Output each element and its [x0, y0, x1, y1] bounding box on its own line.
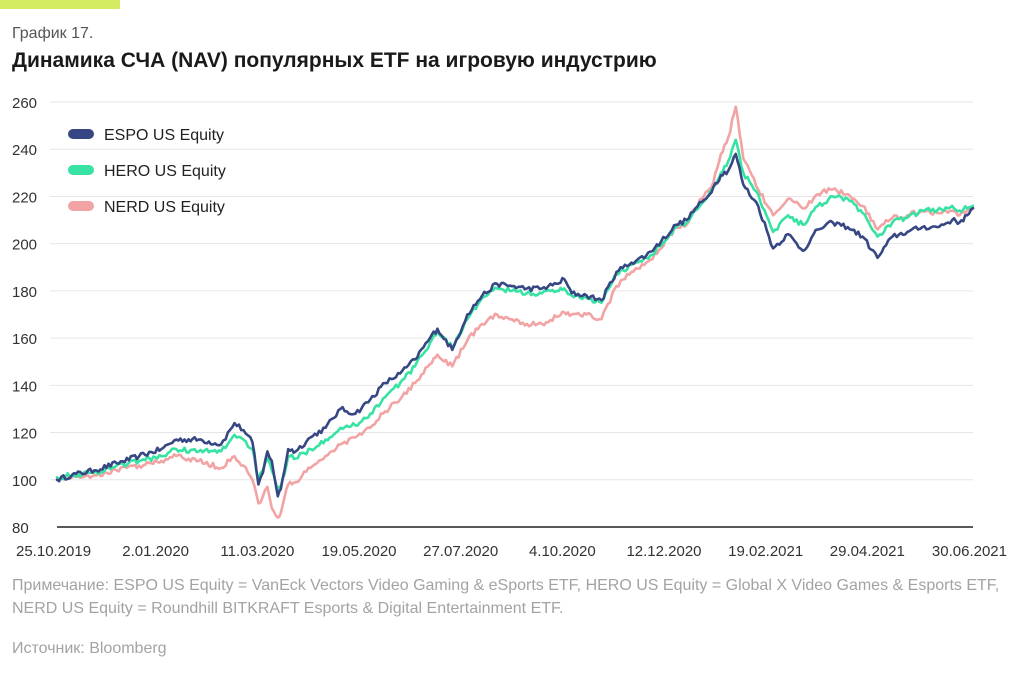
- y-tick-label: 260: [12, 95, 37, 112]
- x-tick-label: 12.12.2020: [626, 543, 701, 560]
- series-lines: [55, 105, 975, 519]
- y-tick-label: 180: [12, 284, 37, 301]
- source-note: Источник: Bloomberg: [12, 640, 167, 657]
- x-tick-label: 4.10.2020: [529, 543, 596, 560]
- y-tick-label: 140: [12, 378, 37, 395]
- y-tick-label: 80: [12, 520, 29, 537]
- x-tick-label: 11.03.2020: [220, 543, 294, 560]
- x-tick-label: 30.06.2021: [932, 543, 1007, 560]
- y-tick-label: 220: [12, 189, 37, 206]
- x-axis-ticks: 25.10.2019 2.01.2020 11.03.2020 19.05.2020 2…: [16, 543, 1007, 560]
- chart-number: График 17.: [12, 25, 94, 42]
- x-tick-label: 2.01.2020: [122, 543, 189, 560]
- y-tick-label: 120: [12, 426, 37, 443]
- legend-label-hero: HERO US Equity: [104, 163, 226, 180]
- x-tick-label: 27.07.2020: [423, 543, 498, 560]
- x-tick-label: 19.02.2021: [728, 543, 803, 560]
- grid-lines: [50, 101, 973, 481]
- series-line-espo: [55, 152, 975, 498]
- accent-bar: [0, 0, 120, 9]
- y-axis-ticks: 80 100 120 140 160 180 200 220 240 260: [12, 95, 37, 537]
- legend-label-nerd: NERD US Equity: [104, 199, 225, 216]
- footnote: Примечание: ESPO US Equity = VanEck Vect…: [12, 577, 1000, 617]
- x-tick-label: 29.04.2021: [830, 543, 905, 560]
- y-tick-label: 240: [12, 142, 37, 159]
- y-tick-label: 160: [12, 331, 37, 348]
- legend: ESPO US Equity HERO US Equity NERD US Equi…: [68, 127, 226, 216]
- y-tick-label: 200: [12, 237, 37, 254]
- legend-label-espo: ESPO US Equity: [104, 127, 224, 144]
- series-line-nerd: [55, 105, 975, 519]
- y-tick-label: 100: [12, 473, 37, 490]
- series-line-hero: [55, 138, 975, 493]
- x-tick-label: 19.05.2020: [321, 543, 396, 560]
- x-tick-label: 25.10.2019: [16, 543, 91, 560]
- chart-title: Динамика СЧА (NAV) популярных ETF на игр…: [12, 49, 657, 72]
